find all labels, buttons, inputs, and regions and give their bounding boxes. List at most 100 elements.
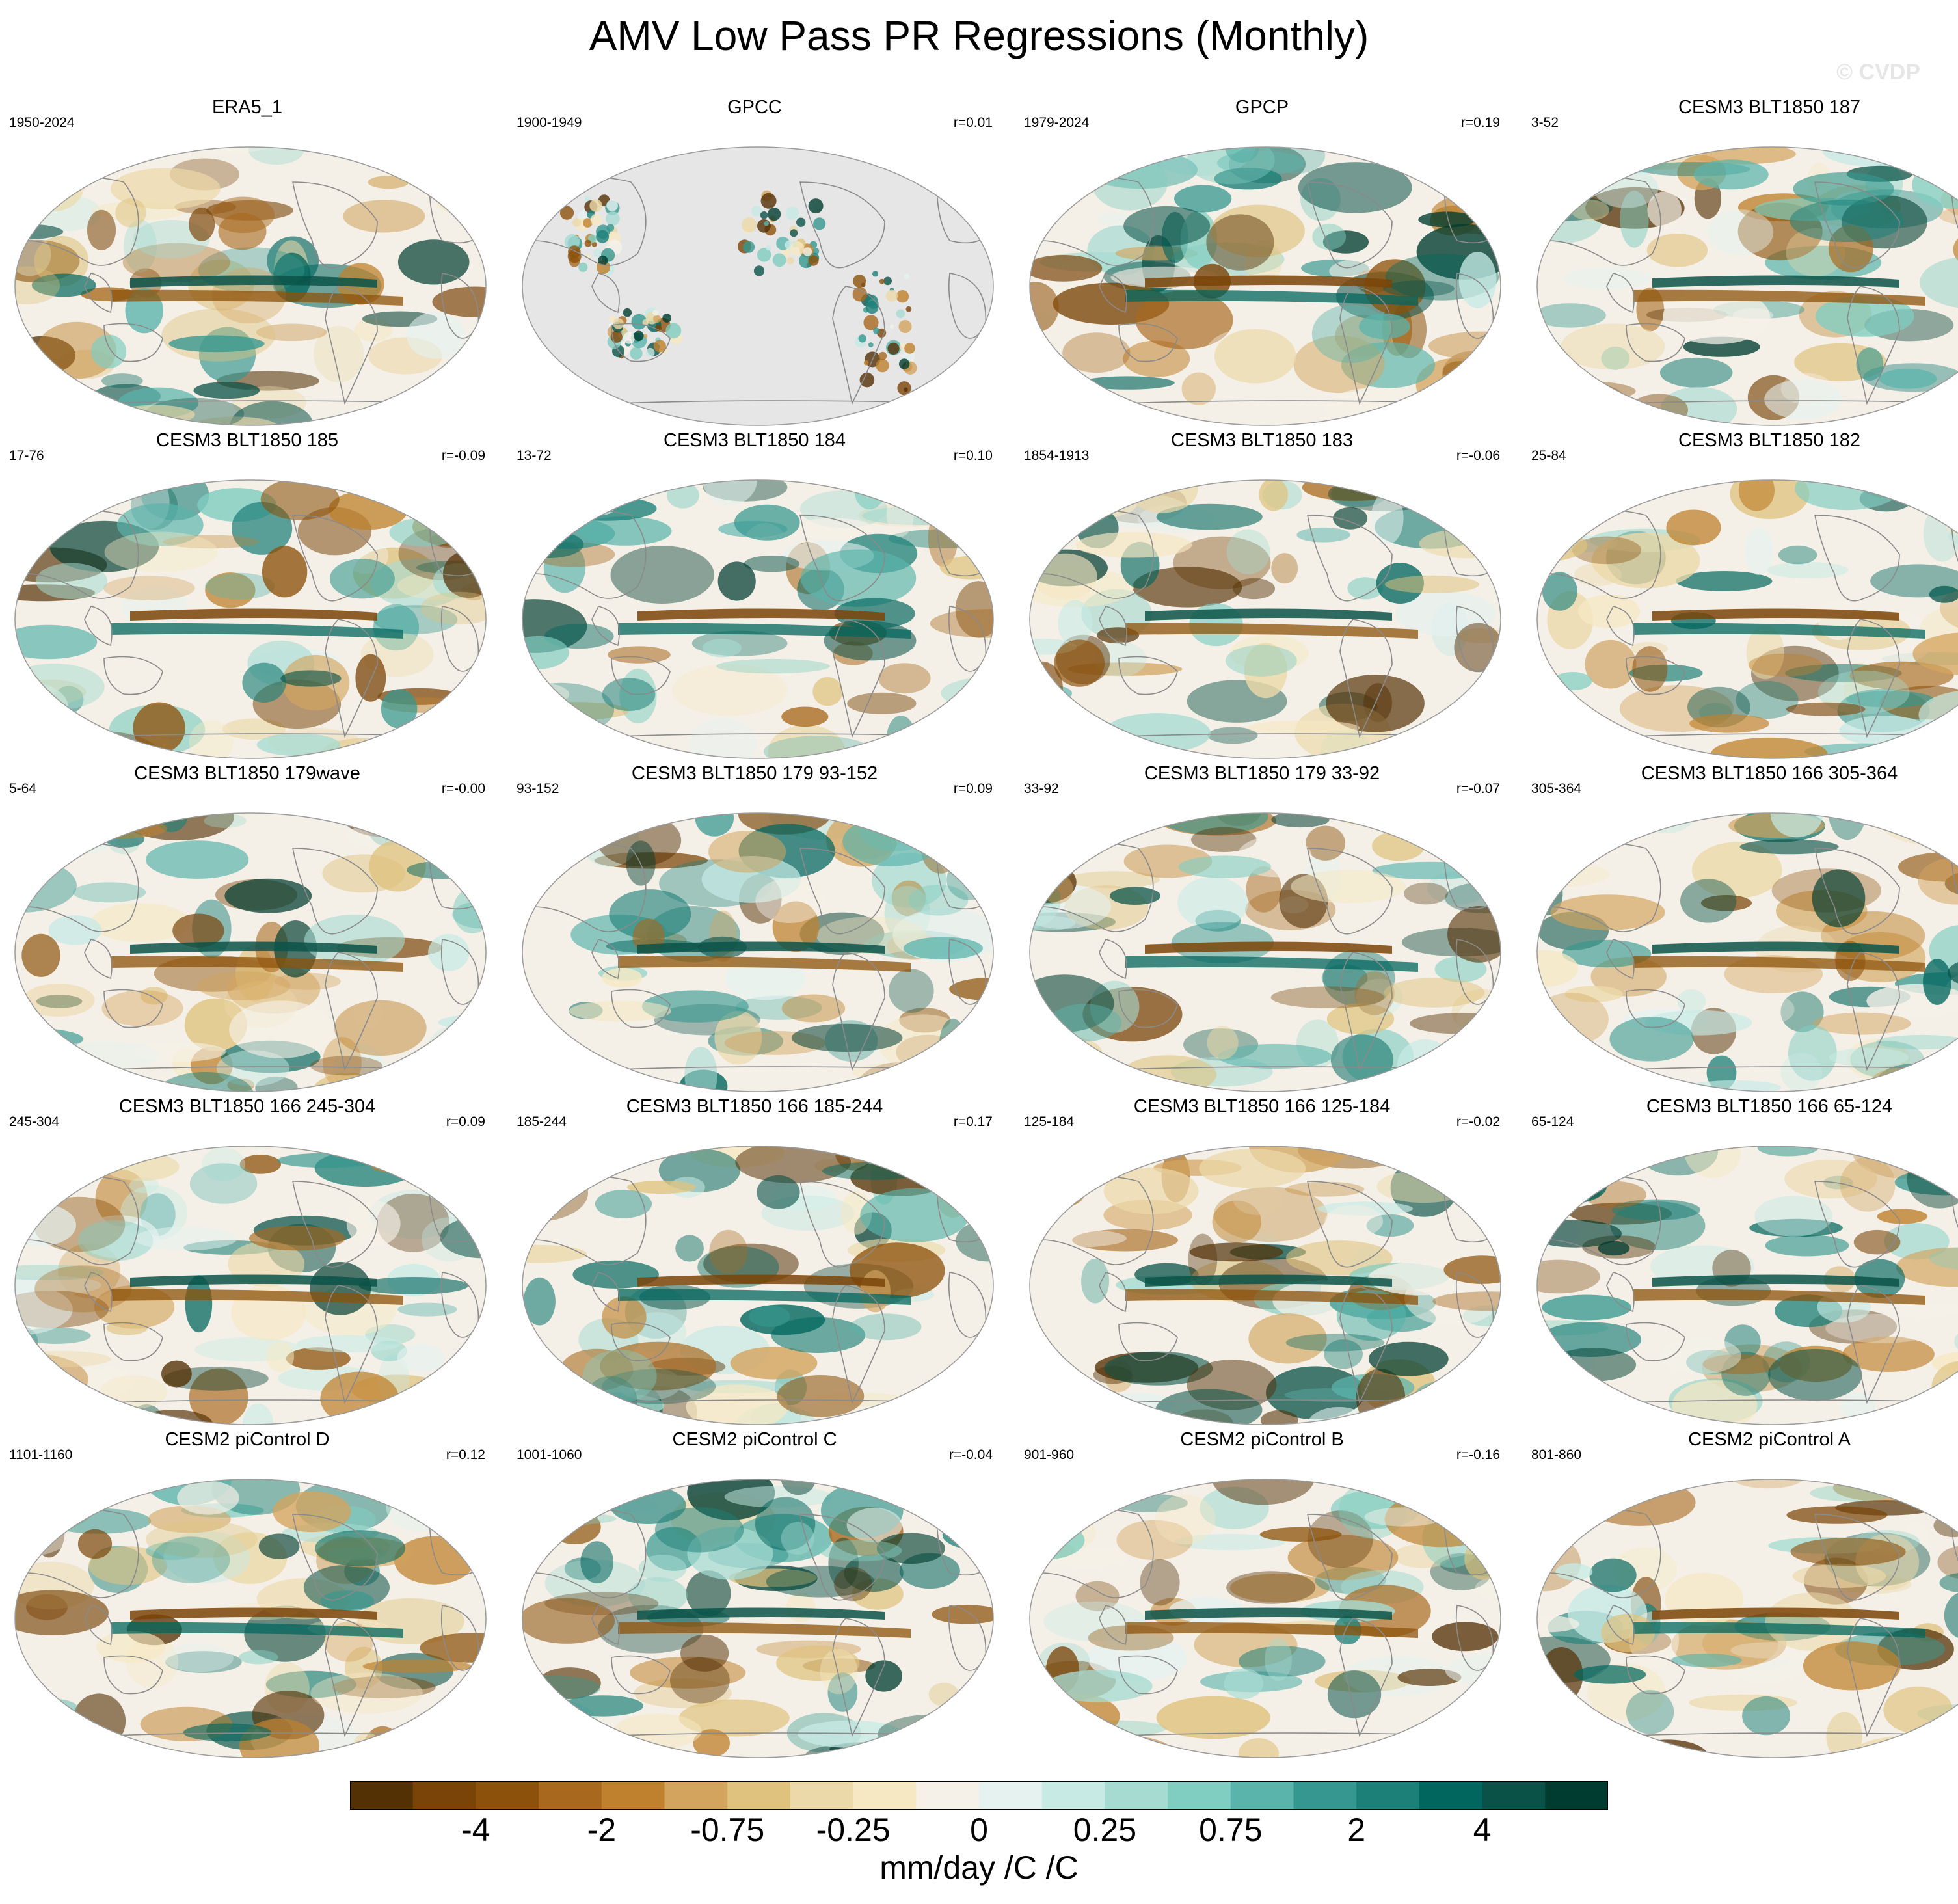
robinson-map (520, 1142, 995, 1428)
colorbar-swatch (853, 1781, 917, 1810)
panel-year-range: 25-84 (1531, 448, 1566, 463)
colorbar-tick-label: -2 (587, 1812, 617, 1848)
panel-pattern-correlation: r=0.10 (953, 448, 993, 463)
panel-year-range: 5-64 (9, 781, 37, 796)
panel-pattern-correlation: r=0.09 (953, 781, 993, 796)
robinson-map (520, 143, 995, 429)
panel-year-range: 245-304 (9, 1114, 60, 1129)
robinson-map (1028, 1475, 1503, 1762)
panel-year-range: 1950-2024 (9, 115, 75, 130)
colorbar-tick-label: -4 (461, 1812, 490, 1848)
robinson-map (1535, 476, 1958, 762)
panel-title: CESM3 BLT1850 183 (1171, 430, 1353, 451)
robinson-map (13, 143, 488, 429)
colorbar-swatch (916, 1781, 980, 1810)
robinson-map (1535, 143, 1958, 429)
panel-title: CESM3 BLT1850 166 65-124 (1646, 1096, 1893, 1117)
panel-year-range: 33-92 (1024, 781, 1059, 796)
panel-title: GPCC (727, 97, 782, 118)
colorbar-tick-label: -0.25 (816, 1812, 891, 1848)
panel-year-range: 1979-2024 (1024, 115, 1090, 130)
map-panel: ERA5_1 1950-2024 (7, 96, 488, 429)
colorbar-swatch (1293, 1781, 1357, 1810)
colorbar-swatch (476, 1781, 539, 1810)
colorbar-swatch (1041, 1781, 1105, 1810)
panel-title: CESM3 BLT1850 179 33-92 (1144, 763, 1380, 784)
figure-title: AMV Low Pass PR Regressions (Monthly) (589, 12, 1369, 59)
panel-year-range: 1900-1949 (516, 115, 582, 130)
colorbar-swatch (1230, 1781, 1294, 1810)
panel-year-range: 65-124 (1531, 1114, 1574, 1129)
colorbar-swatch (1356, 1781, 1420, 1810)
colorbar-swatch (979, 1781, 1043, 1810)
panel-title: CESM3 BLT1850 187 (1678, 97, 1860, 118)
colorbar-swatch (727, 1781, 791, 1810)
robinson-map (520, 809, 995, 1095)
colorbar (350, 1781, 1608, 1810)
panel-title: CESM3 BLT1850 166 185-244 (626, 1096, 883, 1117)
panel-title: CESM3 BLT1850 166 245-304 (118, 1096, 376, 1117)
panel-pattern-correlation: r=0.01 (953, 115, 993, 130)
map-panel: CESM2 piControl D 1101-1160 r=0.12 (7, 1428, 488, 1762)
panel-year-range: 3-52 (1531, 115, 1559, 130)
colorbar-units-label: mm/day /C /C (879, 1849, 1079, 1886)
map-panel: CESM3 BLT1850 179 33-92 33-92 r=-0.07 (1021, 762, 1503, 1095)
robinson-map (1028, 143, 1503, 429)
panel-pattern-correlation: r=0.17 (953, 1114, 993, 1129)
robinson-map (1535, 1142, 1958, 1428)
panel-year-range: 93-152 (516, 781, 559, 796)
colorbar-swatch (1482, 1781, 1546, 1810)
robinson-map (13, 1142, 488, 1428)
colorbar-tick-label: 0.25 (1073, 1812, 1137, 1848)
panel-year-range: 17-76 (9, 448, 44, 463)
panel-pattern-correlation: r=0.09 (446, 1114, 485, 1129)
colorbar-swatch (664, 1781, 728, 1810)
map-panel: GPCP 1979-2024 r=0.19 (1021, 96, 1503, 429)
colorbar-tick-label: 4 (1473, 1812, 1492, 1848)
map-panel: CESM3 BLT1850 183 1854-1913 r=-0.06 (1021, 429, 1503, 762)
panel-year-range: 801-860 (1531, 1447, 1582, 1462)
map-panel: CESM3 BLT1850 179wave 5-64 r=-0.00 (7, 762, 488, 1095)
panel-title: GPCP (1235, 97, 1289, 118)
panel-title: CESM3 BLT1850 179wave (134, 763, 360, 784)
colorbar-tick-label: -0.75 (690, 1812, 765, 1848)
panel-pattern-correlation: r=-0.06 (1456, 448, 1500, 463)
panel-pattern-correlation: r=-0.07 (1456, 781, 1500, 796)
panel-pattern-correlation: r=-0.16 (1456, 1447, 1500, 1462)
colorbar-swatch (601, 1781, 665, 1810)
panel-pattern-correlation: r=0.19 (1460, 115, 1500, 130)
colorbar-swatch (350, 1781, 414, 1810)
robinson-map (520, 1475, 995, 1762)
robinson-map (1535, 809, 1958, 1095)
panel-pattern-correlation: r=-0.02 (1456, 1114, 1500, 1129)
robinson-map (520, 476, 995, 762)
map-panel: CESM3 BLT1850 184 13-72 r=0.10 (514, 429, 995, 762)
watermark: © CVDP (1836, 60, 1920, 85)
panel-year-range: 901-960 (1024, 1447, 1075, 1462)
map-panel: GPCC 1900-1949 r=0.01 (514, 96, 995, 429)
colorbar-tick-labels: -4 -2 -0.75 -0.25 0 0.25 0.75 2 4 (350, 1811, 1608, 1850)
panel-year-range: 125-184 (1024, 1114, 1075, 1129)
panel-year-range: 1101-1160 (9, 1447, 73, 1462)
colorbar-tick-label: 2 (1347, 1812, 1366, 1848)
panel-pattern-correlation: r=0.12 (446, 1447, 485, 1462)
robinson-map (1535, 1475, 1958, 1762)
robinson-map (1028, 809, 1503, 1095)
robinson-map (13, 1475, 488, 1762)
map-panel: CESM2 piControl C 1001-1060 r=-0.04 (514, 1428, 995, 1762)
panel-pattern-correlation: r=-0.00 (441, 781, 485, 796)
panel-title: CESM3 BLT1850 179 93-152 (631, 763, 878, 784)
robinson-map (1028, 476, 1503, 762)
panel-title: CESM2 piControl C (672, 1429, 837, 1450)
colorbar-swatch (1168, 1781, 1231, 1810)
panel-year-range: 13-72 (516, 448, 552, 463)
robinson-map (1028, 1142, 1503, 1428)
panel-year-range: 1001-1060 (516, 1447, 582, 1462)
colorbar-swatch (1419, 1781, 1483, 1810)
panel-year-range: 1854-1913 (1024, 448, 1090, 463)
panel-title: CESM3 BLT1850 166 125-184 (1133, 1096, 1391, 1117)
